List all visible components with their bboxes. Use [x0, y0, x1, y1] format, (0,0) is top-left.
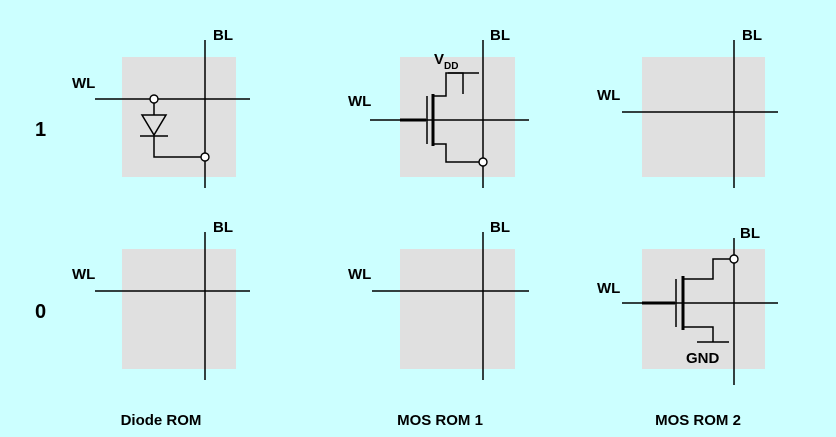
- vdd-label: VDD: [434, 51, 458, 72]
- bitline-label: BL: [213, 27, 233, 44]
- bitline-contact: [478, 157, 488, 167]
- cell-diode-rom-0: BL WL: [72, 219, 250, 380]
- wordline-label: WL: [348, 93, 371, 110]
- cell-background: [642, 249, 765, 369]
- wordline-label: WL: [72, 75, 95, 92]
- gnd-label: GND: [686, 350, 720, 367]
- bitline-label: BL: [213, 219, 233, 236]
- cell-mos-rom1-1: BL WL VDD: [348, 27, 529, 188]
- bitline-contact: [729, 254, 739, 264]
- wordline-label: WL: [348, 266, 371, 283]
- row-label-1: 1: [35, 119, 46, 141]
- caption-mos-rom-2: MOS ROM 2: [655, 412, 741, 429]
- cell-mos-rom2-1: BL WL: [597, 27, 778, 188]
- wordline-contact: [149, 94, 159, 104]
- cell-background: [122, 57, 236, 177]
- cell-diode-rom-1: BL WL: [72, 27, 250, 188]
- cell-background: [400, 249, 515, 369]
- wordline-label: WL: [597, 280, 620, 297]
- nmos-transistor-icon: [642, 258, 734, 343]
- bitline-label: BL: [490, 27, 510, 44]
- bitline-contact: [200, 152, 210, 162]
- cell-mos-rom1-0: BL WL: [348, 219, 529, 380]
- nmos-transistor-icon: [400, 72, 483, 163]
- wordline-label: WL: [597, 87, 620, 104]
- bitline-label: BL: [740, 225, 760, 242]
- cell-background: [400, 57, 515, 177]
- bitline-label: BL: [490, 219, 510, 236]
- caption-diode-rom: Diode ROM: [121, 412, 202, 429]
- cell-background: [642, 57, 765, 177]
- row-label-0: 0: [35, 301, 46, 323]
- bitline-label: BL: [742, 27, 762, 44]
- cell-background: [122, 249, 236, 369]
- wordline-label: WL: [72, 266, 95, 283]
- cell-mos-rom2-0: BL WL GND: [597, 225, 778, 385]
- caption-mos-rom-1: MOS ROM 1: [397, 412, 483, 429]
